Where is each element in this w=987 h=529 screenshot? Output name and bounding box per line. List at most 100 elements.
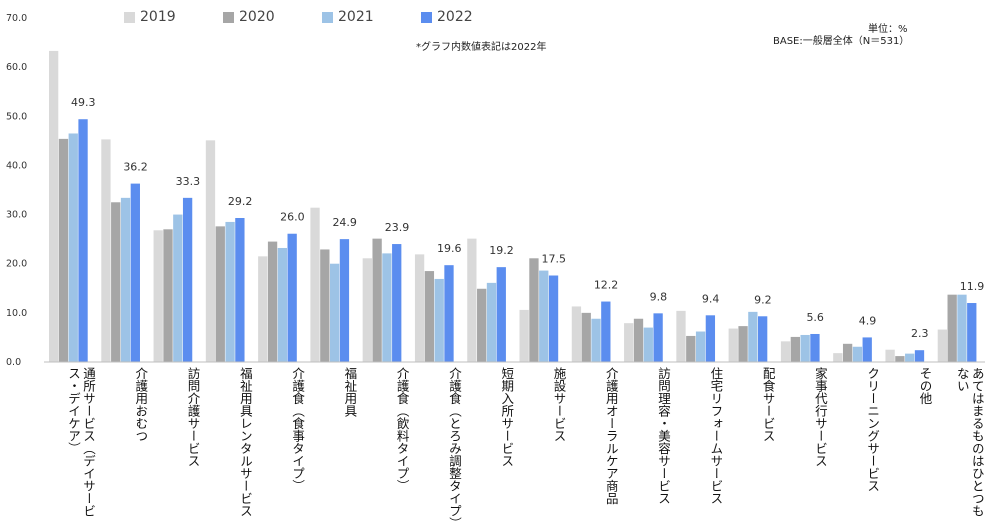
category-label: 福祉用具レンタルサービス — [237, 367, 253, 517]
bar-2022 — [705, 315, 716, 362]
category-label: 住宅リフォームサービス — [708, 367, 724, 505]
base-note: BASE:一般層全体（N＝531） — [773, 36, 910, 47]
category-label: 家事代行サービス — [812, 367, 828, 467]
data-label-2022: 9.8 — [650, 290, 668, 303]
data-label-2022: 33.3 — [176, 175, 201, 188]
bar-2019 — [258, 256, 268, 362]
category-label: 介護食（飲料タイプ） — [394, 367, 410, 492]
y-tick-label: 0.0 — [6, 357, 21, 368]
bar-2020 — [529, 258, 539, 362]
y-tick-label: 40.0 — [6, 160, 27, 171]
bar-2020 — [633, 318, 644, 362]
y-tick-label: 50.0 — [6, 111, 27, 122]
y-tick-label: 30.0 — [6, 210, 27, 221]
data-label-2022: 12.2 — [594, 279, 619, 292]
bar-2019 — [310, 207, 320, 362]
bar-2020 — [58, 138, 69, 362]
data-label-2022: 26.0 — [280, 211, 305, 224]
data-label-2022: 5.6 — [806, 311, 824, 324]
category-label: 訪問介護サービス — [185, 367, 201, 467]
bar-2019 — [362, 258, 372, 362]
bar-2019 — [205, 140, 216, 362]
data-label-2022: 19.2 — [489, 244, 514, 257]
bar-2019 — [49, 50, 59, 362]
legend-swatch-2022 — [421, 11, 432, 23]
bar-2020 — [267, 241, 278, 362]
category-label: その他 — [917, 367, 933, 405]
bar-2022 — [653, 313, 663, 362]
legend-label-2020: 2020 — [239, 9, 275, 25]
bar-2020 — [424, 271, 435, 362]
bar-2022 — [130, 183, 140, 362]
bar-2022 — [862, 337, 872, 362]
bar-2019 — [833, 353, 843, 362]
bar-2022 — [914, 350, 925, 362]
legend-item-2021: 2021 — [322, 9, 374, 25]
bar-2022 — [235, 218, 245, 362]
legend-label-2021: 2021 — [338, 9, 374, 25]
y-tick-label: 10.0 — [6, 308, 27, 319]
data-label-2022: 19.6 — [437, 242, 462, 255]
data-label-2022: 29.2 — [228, 195, 253, 208]
bar-2021 — [800, 334, 810, 362]
bar-2021 — [695, 331, 706, 362]
bar-2021 — [120, 197, 131, 362]
bar-2021 — [905, 353, 915, 362]
bar-2019 — [571, 306, 582, 362]
bar-2020 — [372, 238, 382, 362]
y-tick-label: 20.0 — [6, 259, 27, 270]
category-label: 短期入所サービス — [499, 367, 515, 467]
bar-2019 — [153, 230, 163, 362]
bar-2022 — [967, 303, 977, 362]
bar-2019 — [414, 254, 425, 362]
legend-swatch-2019 — [124, 11, 135, 23]
category-label: 介護用おむつ — [133, 367, 149, 442]
bar-2021 — [173, 214, 183, 362]
bar-2022 — [548, 275, 559, 362]
bar-2021 — [225, 221, 235, 362]
bar-2022 — [444, 265, 454, 362]
bar-2022 — [601, 301, 611, 362]
bar-2019 — [624, 323, 634, 362]
bar-2020 — [111, 202, 121, 362]
legend-swatch-2021 — [322, 11, 333, 23]
bar-2019 — [676, 310, 686, 362]
data-label-2022: 4.9 — [859, 314, 877, 327]
bar-2020 — [477, 288, 487, 362]
data-label-2022: 2.3 — [911, 327, 929, 340]
category-label: 介護食（とろみ調整タイプ） — [446, 367, 462, 527]
bar-2021 — [329, 263, 340, 362]
bar-2020 — [581, 312, 591, 362]
bar-2021 — [382, 253, 392, 362]
data-label-2022: 49.3 — [71, 96, 96, 109]
bar-2020 — [842, 343, 853, 362]
legend-item-2020: 2020 — [223, 9, 275, 25]
bar-2020 — [738, 326, 748, 362]
legend-item-2022: 2022 — [421, 9, 473, 25]
bar-2021 — [434, 278, 444, 362]
category-label: あてはまるものはひとつもない — [954, 367, 985, 517]
data-label-2022: 17.5 — [542, 253, 567, 266]
bar-2020 — [895, 356, 905, 362]
data-label-2022: 24.9 — [332, 216, 357, 229]
data-label-2022: 36.2 — [123, 161, 148, 174]
bar-2020 — [790, 336, 800, 362]
bar-2021 — [486, 282, 497, 362]
data-label-2022: 9.4 — [702, 292, 720, 305]
unit-note: 単位：% — [868, 24, 908, 35]
bar-2019 — [780, 341, 791, 362]
bar-2021 — [277, 247, 288, 362]
bar-2022 — [182, 197, 193, 362]
y-tick-label: 60.0 — [6, 62, 27, 73]
bar-2019 — [885, 349, 895, 362]
bar-2021 — [539, 270, 549, 362]
bar-2019 — [519, 309, 529, 362]
category-label: 施設サービス — [551, 367, 567, 442]
bar-2019 — [728, 328, 738, 362]
bar-2022 — [496, 267, 506, 362]
bar-2020 — [320, 249, 330, 362]
bar-2019 — [937, 329, 948, 362]
category-label: クリーニングサービス — [865, 367, 881, 492]
bar-2020 — [947, 294, 957, 362]
